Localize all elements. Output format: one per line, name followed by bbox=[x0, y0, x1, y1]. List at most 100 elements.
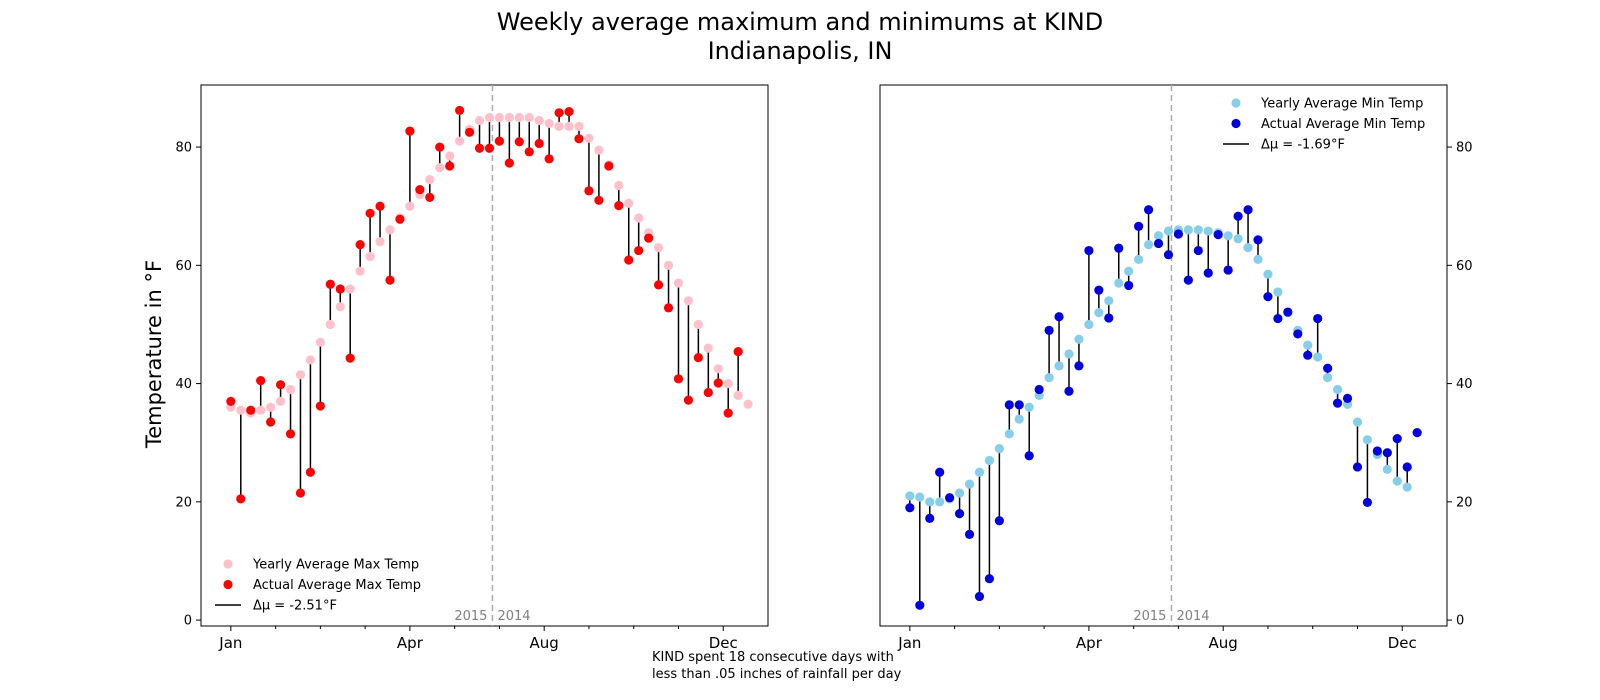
actual-average-point bbox=[534, 138, 544, 149]
yearly-average-point bbox=[315, 337, 325, 347]
yearly-average-point bbox=[365, 251, 375, 262]
yearly-average-point bbox=[1352, 417, 1363, 427]
yearly-average-point bbox=[1223, 231, 1233, 241]
legend-marker-actual bbox=[223, 579, 233, 590]
yearly-average-point bbox=[1143, 240, 1154, 250]
yearly-average-point bbox=[703, 343, 713, 353]
yearly-average-point bbox=[474, 115, 485, 126]
actual-average-point bbox=[1084, 245, 1094, 256]
yearly-average-point bbox=[564, 121, 574, 131]
yearly-average-point bbox=[1114, 278, 1124, 288]
actual-average-point bbox=[1143, 205, 1154, 215]
actual-average-point bbox=[375, 201, 385, 211]
yearly-average-point bbox=[693, 319, 703, 330]
y-tick-label: 40 bbox=[1456, 377, 1473, 392]
yearly-average-point bbox=[1064, 349, 1074, 359]
yearly-average-point bbox=[1004, 429, 1014, 439]
yearly-average-point bbox=[325, 319, 335, 330]
yearly-average-point bbox=[1054, 361, 1064, 371]
yearly-average-point bbox=[1233, 234, 1243, 244]
x-tick-label: Apr bbox=[1076, 634, 1103, 652]
actual-average-point bbox=[1064, 386, 1074, 396]
y-tick-label: 0 bbox=[1456, 614, 1464, 629]
year-label-right: 2014 bbox=[1176, 609, 1209, 624]
y-tick-label: 0 bbox=[184, 614, 192, 629]
y-tick-label: 20 bbox=[175, 495, 192, 510]
yearly-average-point bbox=[915, 492, 925, 502]
yearly-average-point bbox=[1303, 340, 1313, 350]
yearly-average-point bbox=[713, 364, 723, 374]
actual-average-point bbox=[1402, 462, 1412, 472]
actual-average-point bbox=[1124, 280, 1134, 291]
actual-average-point bbox=[544, 154, 554, 164]
actual-average-point bbox=[1263, 292, 1273, 302]
yearly-average-point bbox=[1183, 225, 1193, 235]
yearly-average-point bbox=[653, 242, 664, 253]
actual-average-point bbox=[1134, 221, 1144, 231]
yearly-average-point bbox=[1273, 287, 1283, 297]
actual-average-point bbox=[1372, 446, 1382, 456]
year-label-right: 2014 bbox=[497, 609, 530, 624]
actual-average-point bbox=[355, 240, 365, 250]
actual-average-point bbox=[1283, 307, 1293, 317]
actual-average-point bbox=[504, 158, 514, 168]
plot-frame bbox=[879, 84, 1448, 627]
actual-average-point bbox=[236, 494, 246, 504]
yearly-average-point bbox=[594, 145, 604, 155]
actual-average-point bbox=[1392, 433, 1402, 444]
actual-average-point bbox=[256, 376, 266, 386]
year-label-left: 2015 bbox=[454, 609, 487, 624]
yearly-average-point bbox=[925, 497, 935, 507]
actual-average-point bbox=[474, 143, 485, 153]
actual-average-point bbox=[494, 136, 505, 146]
x-tick-label: Jan bbox=[897, 634, 921, 652]
yearly-average-point bbox=[455, 136, 465, 146]
yearly-average-point bbox=[494, 112, 505, 123]
actual-average-point bbox=[1004, 400, 1014, 410]
yearly-average-point bbox=[964, 479, 975, 489]
legend-marker-yearly bbox=[1231, 98, 1241, 108]
legend-label-yearly: Yearly Average Min Temp bbox=[1260, 97, 1423, 112]
yearly-average-point bbox=[1362, 435, 1373, 445]
yearly-average-point bbox=[994, 444, 1004, 454]
actual-average-point bbox=[1382, 448, 1392, 458]
yearly-average-point bbox=[385, 225, 395, 235]
actual-average-point bbox=[1203, 268, 1213, 278]
legend-label-actual: Actual Average Min Temp bbox=[1261, 117, 1425, 132]
actual-average-point bbox=[325, 279, 335, 289]
yearly-average-point bbox=[1323, 373, 1333, 383]
yearly-average-point bbox=[295, 370, 306, 380]
yearly-average-point bbox=[1124, 266, 1134, 276]
actual-average-point bbox=[984, 574, 995, 584]
yearly-average-point bbox=[355, 266, 365, 276]
actual-average-point bbox=[994, 516, 1004, 526]
yearly-average-point bbox=[1243, 242, 1253, 253]
actual-average-point bbox=[693, 352, 703, 363]
legend-label-delta: Δμ = -1.69°F bbox=[1261, 138, 1345, 153]
actual-average-point bbox=[335, 284, 345, 294]
actual-average-point bbox=[1024, 451, 1034, 461]
yearly-average-point bbox=[1263, 269, 1273, 279]
y-tick-label: 80 bbox=[175, 141, 192, 156]
yearly-average-point bbox=[524, 112, 534, 123]
actual-average-point bbox=[1253, 235, 1263, 245]
actual-average-point bbox=[266, 417, 276, 427]
yearly-average-point bbox=[723, 378, 733, 389]
legend-marker-actual bbox=[1231, 118, 1241, 129]
actual-average-point bbox=[514, 137, 524, 147]
actual-average-point bbox=[673, 374, 684, 384]
actual-average-point bbox=[1054, 312, 1064, 322]
actual-average-point bbox=[594, 195, 604, 205]
actual-average-point bbox=[915, 600, 925, 610]
yearly-average-point bbox=[266, 402, 276, 412]
yearly-average-point bbox=[484, 112, 495, 123]
actual-average-point bbox=[1074, 361, 1084, 371]
footer-note-line-1: KIND spent 18 consecutive days with bbox=[652, 650, 894, 665]
yearly-average-point bbox=[743, 399, 753, 409]
yearly-average-point bbox=[275, 396, 286, 406]
min-temp-panel: 0 20 40 60 80 Jan Apr Aug Dec 2015 2014 Yearly Aver… bbox=[879, 84, 1473, 652]
actual-average-point bbox=[445, 161, 455, 171]
actual-average-point bbox=[1332, 398, 1343, 408]
actual-average-point bbox=[1313, 313, 1323, 324]
yearly-average-point bbox=[1104, 296, 1114, 306]
